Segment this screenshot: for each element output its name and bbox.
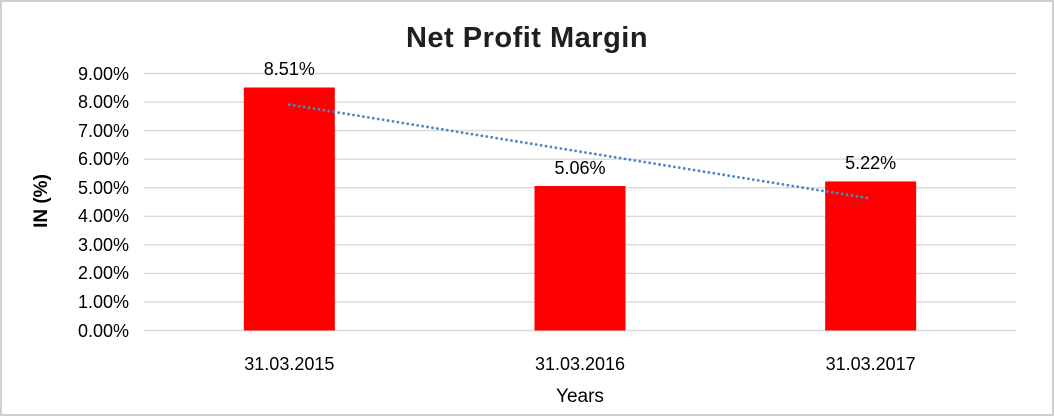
- y-tick-label: 7.00%: [77, 120, 129, 141]
- data-label: 5.22%: [845, 153, 897, 174]
- bar-31.03.2016: [534, 186, 626, 331]
- chart-title: Net Profit Margin: [405, 22, 649, 54]
- y-tick-label: 8.00%: [77, 92, 129, 113]
- data-label: 8.51%: [263, 59, 315, 80]
- x-axis-title: Years: [556, 386, 604, 407]
- y-tick-label: 9.00%: [77, 63, 129, 84]
- y-tick-label: 1.00%: [77, 291, 129, 312]
- bar-31.03.2017: [825, 181, 917, 331]
- trendline: [287, 103, 873, 200]
- y-tick-label: 5.00%: [77, 177, 129, 198]
- y-tick-label: 2.00%: [77, 263, 129, 284]
- y-tick-label: 3.00%: [77, 234, 129, 255]
- bar-31.03.2015: [243, 87, 335, 331]
- y-tick-label: 6.00%: [77, 149, 129, 170]
- y-tick-label: 4.00%: [77, 206, 129, 227]
- data-label: 5.06%: [554, 158, 606, 178]
- x-tick-label: 31.03.2016: [534, 354, 626, 374]
- y-tick-label: 0.00%: [77, 320, 129, 341]
- x-tick-label: 31.03.2017: [825, 354, 916, 374]
- x-tick-label: 31.03.2015: [244, 354, 335, 374]
